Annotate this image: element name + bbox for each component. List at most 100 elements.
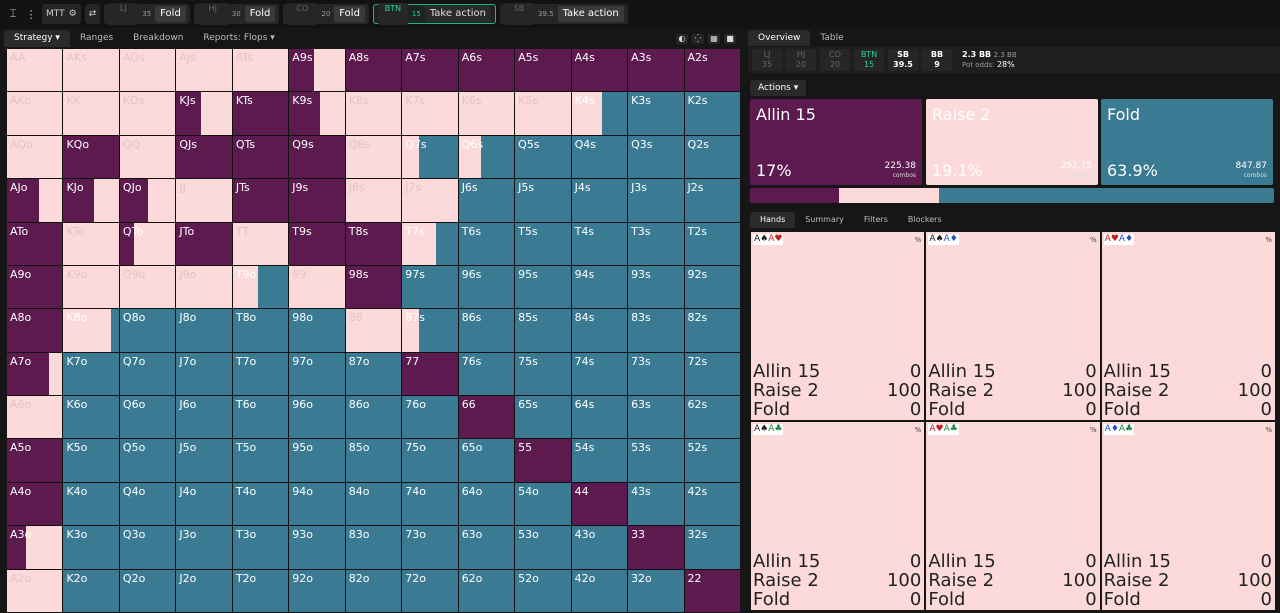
hand-cell[interactable]: J9o (176, 265, 232, 309)
hand-cell[interactable]: Q5o (119, 439, 176, 482)
hand-cell[interactable]: 94s (571, 265, 628, 309)
contrast-icon[interactable]: ◐ (676, 33, 688, 44)
tab-table[interactable]: Table (820, 33, 844, 43)
hand-cell[interactable]: AQs (119, 49, 176, 92)
hand-cell[interactable]: Q9o (119, 265, 176, 309)
hand-cell[interactable]: 86o (345, 396, 402, 439)
hand-cell[interactable]: K7o (63, 352, 119, 396)
hand-cell[interactable]: T9o (232, 265, 289, 309)
hand-cell[interactable]: 75o (402, 439, 458, 482)
tab-summary[interactable]: Summary (805, 215, 844, 224)
hand-cell[interactable]: QJo (119, 179, 176, 222)
seat-action-button[interactable]: Fold (155, 6, 186, 22)
hand-cell[interactable]: Q3o (119, 526, 176, 569)
tab-hands[interactable]: Hands (750, 212, 796, 228)
hand-cell[interactable]: QTs (232, 135, 289, 179)
hand-cell[interactable]: J7s (402, 179, 458, 222)
position-co[interactable]: CO 20 (820, 49, 850, 71)
hand-cell[interactable]: K9s (289, 92, 345, 135)
hand-cell[interactable]: 65o (458, 439, 515, 482)
hand-cell[interactable]: J3o (176, 526, 232, 569)
hand-cell[interactable]: T2o (232, 569, 289, 612)
hand-cell[interactable]: T7s (402, 222, 458, 265)
hand-cell[interactable]: A6o (7, 396, 63, 439)
action-card-allin[interactable]: Allin 15 17% 225.38 combos (750, 99, 922, 185)
hand-cell[interactable]: K3o (63, 526, 119, 569)
hand-cell[interactable]: JTo (176, 222, 232, 265)
hand-cell[interactable]: 54s (571, 439, 628, 482)
hand-cell[interactable]: AKo (7, 92, 63, 135)
combo-card[interactable]: A♥A♦% Allin 15 0 Raise 2 100 Fold 0 (1101, 232, 1275, 420)
hand-cell[interactable]: QTo (119, 222, 176, 265)
seat-action-button[interactable]: Fold (244, 6, 276, 22)
hand-cell[interactable]: 64s (571, 396, 628, 439)
tab-reports-flops[interactable]: Reports: Flops ▾ (203, 33, 275, 43)
hand-cell[interactable]: Q6s (458, 135, 515, 179)
hand-cell[interactable]: 93o (289, 526, 345, 569)
hand-cell[interactable]: A4o (7, 482, 63, 526)
hand-cell[interactable]: J6s (458, 179, 515, 222)
hand-cell[interactable]: 99 (289, 265, 345, 309)
hand-cell[interactable]: A2o (7, 569, 63, 612)
hand-cell[interactable]: QJs (176, 135, 232, 179)
hand-cell[interactable]: K4o (63, 482, 119, 526)
hand-cell[interactable]: 96o (289, 396, 345, 439)
hand-cell[interactable]: 42o (571, 569, 628, 612)
hand-cell[interactable]: ATo (7, 222, 63, 265)
hand-cell[interactable]: KTo (63, 222, 119, 265)
hand-cell[interactable]: J5o (176, 439, 232, 482)
hand-cell[interactable]: K4s (571, 92, 628, 135)
hand-cell[interactable]: A5s (515, 49, 571, 92)
hand-cell[interactable]: K7s (402, 92, 458, 135)
hand-cell[interactable]: 85o (345, 439, 402, 482)
small-grid-icon[interactable]: ⁛ (692, 33, 704, 44)
hand-cell[interactable]: Q9s (289, 135, 345, 179)
hand-cell[interactable]: K9o (63, 265, 119, 309)
hand-cell[interactable]: T6s (458, 222, 515, 265)
hand-cell[interactable]: 63o (458, 526, 515, 569)
hand-cell[interactable]: 95s (515, 265, 571, 309)
hand-cell[interactable]: 43s (628, 482, 684, 526)
hand-cell[interactable]: Q8s (345, 135, 402, 179)
hand-cell[interactable]: T4o (232, 482, 289, 526)
hand-cell[interactable]: 82s (684, 309, 740, 352)
hand-cell[interactable]: ATs (232, 49, 289, 92)
hand-cell[interactable]: Q3s (628, 135, 684, 179)
hand-cell[interactable]: J2s (684, 179, 740, 222)
hand-cell[interactable]: A9o (7, 265, 63, 309)
action-card-fold[interactable]: Fold 63.9% 847.87 combos (1101, 99, 1273, 185)
hand-cell[interactable]: Q7o (119, 352, 176, 396)
hand-cell[interactable]: A7o (7, 352, 63, 396)
hand-cell[interactable]: T4s (571, 222, 628, 265)
hand-cell[interactable]: K3s (628, 92, 684, 135)
hand-cell[interactable]: 76o (402, 396, 458, 439)
hand-cell[interactable]: T8o (232, 309, 289, 352)
hand-cell[interactable]: K6s (458, 92, 515, 135)
hand-cell[interactable]: T6o (232, 396, 289, 439)
hand-cell[interactable]: 83s (628, 309, 684, 352)
hand-cell[interactable]: 87o (345, 352, 402, 396)
combo-card[interactable]: A♦A♣% Allin 15 0 Raise 2 100 Fold 0 (1101, 422, 1275, 610)
hand-cell[interactable]: KK (63, 92, 119, 135)
hand-cell[interactable]: A9s (289, 49, 345, 92)
hand-cell[interactable]: 32o (628, 569, 684, 612)
hand-cell[interactable]: Q8o (119, 309, 176, 352)
action-card-raise[interactable]: Raise 2 19.1% 252.75 combos (926, 99, 1098, 185)
hand-cell[interactable]: 92s (684, 265, 740, 309)
hand-cell[interactable]: KQo (63, 135, 119, 179)
hand-cell[interactable]: 72s (684, 352, 740, 396)
hand-cell[interactable]: T9s (289, 222, 345, 265)
hand-cell[interactable]: 94o (289, 482, 345, 526)
square-icon[interactable]: ■ (724, 33, 736, 44)
position-btn[interactable]: BTN 15 (854, 49, 884, 71)
hand-cell[interactable]: A2s (684, 49, 740, 92)
tab-overview[interactable]: Overview (748, 30, 811, 46)
hand-cell[interactable]: 95o (289, 439, 345, 482)
hand-cell[interactable]: 92o (289, 569, 345, 612)
hand-cell[interactable]: A3s (628, 49, 684, 92)
hand-cell[interactable]: J2o (176, 569, 232, 612)
settings-icon[interactable]: ⚙ (68, 9, 77, 19)
hand-cell[interactable]: Q4o (119, 482, 176, 526)
hand-cell[interactable]: 43o (571, 526, 628, 569)
position-lj[interactable]: LJ 35 (752, 49, 782, 71)
